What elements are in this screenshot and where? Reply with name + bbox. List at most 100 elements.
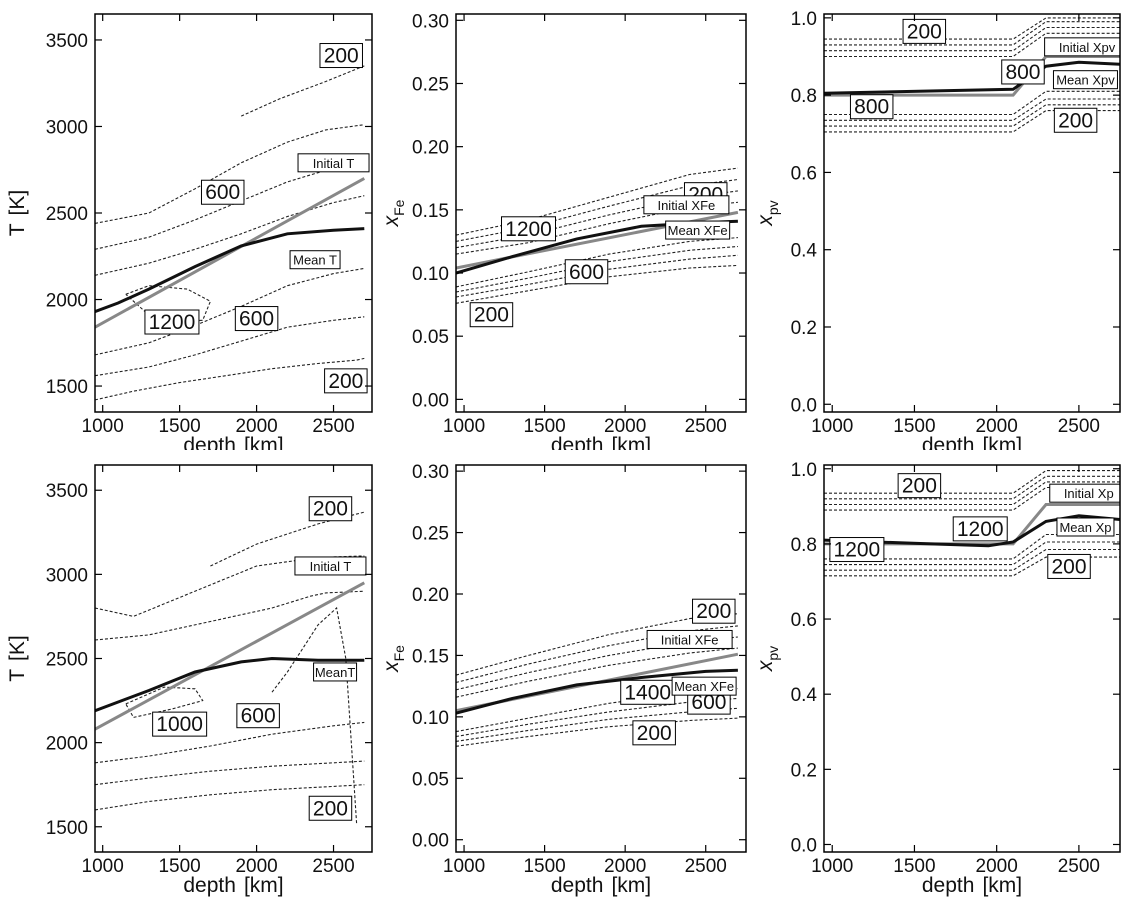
contour-value-label: 200 bbox=[308, 496, 353, 522]
x-axis-unit: [km] bbox=[244, 874, 284, 897]
x-tick-label: 1000 bbox=[443, 856, 485, 877]
y-axis-unit: [K] bbox=[6, 635, 29, 661]
annotation-box bbox=[289, 250, 341, 270]
annotation-text: Initial Xpv bbox=[1059, 40, 1116, 55]
plot-xpv-top: 200 800 800 200 Initial Xpv Mean Xpv 1000 1500 2… bbox=[754, 9, 1121, 450]
x-axis-title: depth bbox=[551, 874, 604, 897]
y-axis-title: x bbox=[380, 660, 403, 673]
x-axis-title: depth bbox=[183, 434, 236, 450]
contour-line bbox=[456, 237, 738, 288]
x-axis-label: depth [km] bbox=[551, 874, 651, 897]
contour-label-text: 200 bbox=[696, 600, 731, 623]
series-annotation: Mean XFe bbox=[671, 676, 737, 696]
plot-frame bbox=[823, 13, 1121, 413]
x-tick-label: 2500 bbox=[312, 856, 354, 877]
annotation-box bbox=[646, 629, 733, 649]
contour-line bbox=[456, 167, 738, 236]
contour-label-text: 200 bbox=[313, 498, 348, 521]
contour-line bbox=[95, 195, 365, 276]
contour-value-label: 600 bbox=[236, 703, 280, 729]
annotation-text: Initial T bbox=[310, 559, 352, 574]
x-tick-label: 2500 bbox=[685, 416, 727, 437]
plot-xpv-bottom: 200 1200 1200 200 Initial Xp Mean Xp 1000 1500 2… bbox=[754, 460, 1121, 897]
contour-value-label: 200 bbox=[902, 18, 947, 44]
x-tick-label: 2500 bbox=[685, 856, 727, 877]
y-axis-label: xpv bbox=[754, 200, 781, 226]
contour-line bbox=[824, 98, 1120, 121]
annotation-box bbox=[294, 556, 367, 576]
x-tick-label: 1500 bbox=[523, 856, 565, 877]
contour-label-text: 800 bbox=[1005, 61, 1040, 84]
plot-area: 200 1000 600 200 Initial T MeanT bbox=[95, 496, 367, 824]
contour-label-box bbox=[308, 496, 353, 522]
y-tick-label: 0.0 bbox=[791, 835, 817, 856]
annotation-box bbox=[671, 676, 737, 696]
series-annotation: Mean Xpv bbox=[1052, 70, 1118, 90]
y-axis-label: xFe bbox=[380, 199, 407, 227]
contour-label-box bbox=[1053, 107, 1098, 133]
contour-value-label: 1400 bbox=[620, 679, 676, 705]
contour-line bbox=[95, 162, 365, 250]
contour-label-text: 600 bbox=[241, 705, 276, 728]
series-annotation: Initial XFe bbox=[646, 629, 733, 649]
contour-label-text: 1200 bbox=[505, 218, 552, 241]
contour-value-label: 1000 bbox=[152, 711, 208, 737]
contour-label-box bbox=[692, 598, 736, 624]
contour-label-text: 200 bbox=[474, 304, 509, 327]
x-tick-label: 2000 bbox=[604, 856, 646, 877]
annotation-box bbox=[297, 153, 370, 173]
annotation-text: MeanT bbox=[315, 665, 356, 680]
contour-value-label: 1200 bbox=[144, 309, 200, 335]
y-axis-label: T [K] bbox=[6, 190, 29, 237]
y-tick-label: 0.30 bbox=[412, 462, 449, 483]
y-tick-label: 1.0 bbox=[791, 9, 817, 30]
contour-label-text: 600 bbox=[569, 261, 604, 284]
contour-label-text: 1200 bbox=[149, 311, 196, 334]
contour-label-text: 200 bbox=[324, 45, 359, 68]
contour-label-text: 800 bbox=[854, 96, 889, 119]
y-tick-label: 0.30 bbox=[412, 11, 449, 32]
y-tick-label: 0.10 bbox=[412, 264, 449, 285]
contour-value-label: 200 bbox=[319, 43, 363, 69]
annotation-box bbox=[1044, 37, 1120, 57]
x-axis-unit: [km] bbox=[982, 874, 1022, 897]
plot-xfe-bottom: 200 1400 600 200 Initial XFe Mean XFe 1000 1500… bbox=[380, 462, 747, 897]
x-axis-title: depth bbox=[551, 434, 604, 450]
annotation-text: Mean T bbox=[293, 253, 337, 268]
contour-label-box bbox=[200, 179, 245, 205]
contour-label-box bbox=[144, 309, 200, 335]
contour-label-text: 200 bbox=[1051, 555, 1086, 578]
y-tick-label: 0.0 bbox=[791, 395, 817, 416]
contour-line bbox=[824, 26, 1120, 52]
contour-label-box bbox=[849, 94, 894, 120]
contour-label-box bbox=[324, 368, 368, 394]
contour-label-text: 600 bbox=[691, 691, 726, 714]
contour-value-label: 200 bbox=[324, 368, 368, 394]
plot-frame bbox=[823, 464, 1121, 853]
contour-line bbox=[95, 784, 365, 811]
plot-frame bbox=[455, 464, 747, 853]
x-tick-label: 2000 bbox=[976, 856, 1018, 877]
x-tick-label: 1000 bbox=[811, 856, 853, 877]
annotation-text: Initial XFe bbox=[661, 632, 719, 647]
y-tick-label: 0.2 bbox=[791, 760, 817, 781]
series-annotation: Initial Xp bbox=[1049, 483, 1120, 503]
y-tick-label: 0.00 bbox=[412, 390, 449, 411]
contour-label-box bbox=[1001, 59, 1045, 85]
annotation-box bbox=[643, 195, 730, 215]
contour-line bbox=[271, 606, 358, 824]
x-tick-label: 1500 bbox=[893, 856, 935, 877]
contour-value-label: 600 bbox=[200, 179, 245, 205]
y-tick-label: 0.15 bbox=[412, 646, 449, 667]
contour-label-box bbox=[319, 43, 363, 69]
contour-label-box bbox=[308, 795, 353, 821]
y-tick-label: 2500 bbox=[46, 650, 88, 671]
y-axis-title: x bbox=[754, 214, 777, 227]
contour-label-box bbox=[234, 306, 279, 332]
contour-line bbox=[456, 636, 738, 691]
contour-label-box bbox=[620, 679, 676, 705]
contour-line bbox=[824, 470, 1120, 494]
y-axis-label: xpv bbox=[754, 646, 781, 672]
x-tick-label: 1500 bbox=[523, 416, 565, 437]
contour-line bbox=[456, 647, 738, 698]
